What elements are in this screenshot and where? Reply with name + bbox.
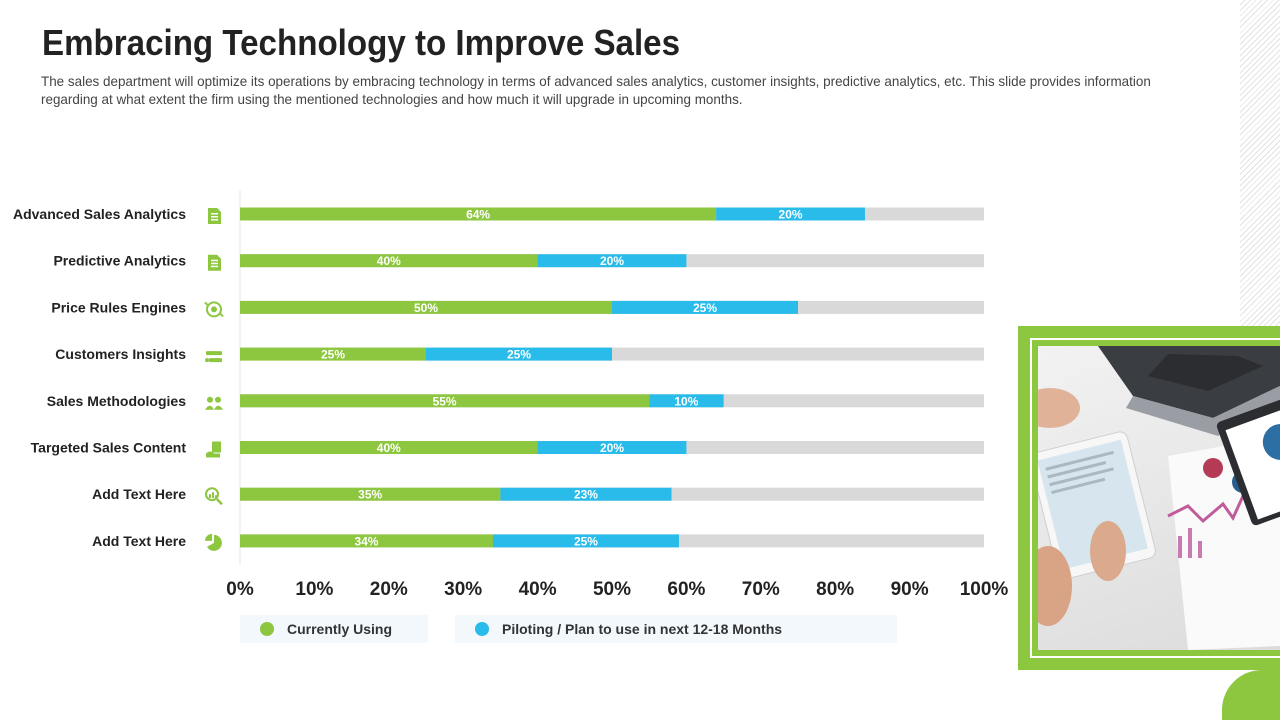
x-tick-label: 40% (519, 579, 557, 600)
page-description: The sales department will optimize its o… (41, 73, 1151, 107)
x-tick-label: 90% (891, 579, 929, 600)
data-label-piloting: 20% (600, 441, 624, 455)
data-label-piloting: 25% (507, 348, 531, 362)
x-tick-label: 20% (370, 579, 408, 600)
bar-current-using (240, 534, 493, 548)
data-label-current: 40% (377, 441, 401, 455)
legend-item-current: Currently Using (240, 615, 428, 643)
team-icon (205, 396, 223, 410)
bar-piloting (649, 394, 724, 408)
data-label-piloting: 20% (779, 208, 803, 222)
data-label-current: 25% (321, 348, 345, 362)
bar-current-using (240, 207, 717, 221)
document-icon (208, 254, 221, 271)
bar-current-using (240, 441, 538, 454)
pie-chart-icon (205, 533, 222, 551)
category-label: Targeted Sales Content (31, 440, 187, 456)
data-label-current: 55% (433, 394, 457, 408)
x-tick-label: 10% (295, 579, 333, 600)
legend-item-piloting: Piloting / Plan to use in next 12-18 Mon… (455, 615, 897, 643)
stacked-bar-chart: Advanced Sales Analytics 64% 20% Predictive… (13, 190, 1009, 600)
x-tick-label: 60% (667, 579, 705, 600)
x-tick-label: 30% (444, 579, 482, 600)
page-title: Embracing Technology to Improve Sales (42, 22, 681, 63)
bar-current-using (240, 487, 501, 501)
corner-decoration (1222, 670, 1280, 720)
document-icon (208, 208, 221, 224)
data-label-piloting: 25% (693, 301, 717, 315)
bar-piloting (500, 487, 672, 501)
x-tick-label: 100% (960, 579, 1009, 600)
x-tick-label: 80% (816, 579, 854, 600)
bar-current-using (240, 347, 426, 361)
photo-business-analytics (1038, 346, 1280, 650)
bar-piloting (612, 300, 798, 314)
data-label-current: 40% (377, 254, 401, 268)
data-label-piloting: 10% (674, 394, 698, 408)
data-label-current: 35% (358, 488, 382, 502)
x-tick-label: 70% (742, 579, 780, 600)
legend-dot-piloting (475, 622, 489, 636)
hatch-decoration (1240, 0, 1280, 326)
category-label: Advanced Sales Analytics (13, 206, 186, 222)
bar-piloting (426, 347, 612, 361)
data-label-current: 50% (414, 301, 438, 315)
magnifier-chart-icon (205, 487, 223, 506)
photo-frame-border (1030, 338, 1280, 658)
bar-current-using (240, 254, 538, 268)
legend-dot-current (260, 622, 274, 636)
legend-label-current: Currently Using (287, 621, 393, 637)
bar-current-using (240, 394, 650, 408)
bar-piloting (537, 254, 687, 268)
chart-svg: Advanced Sales Analytics 64% 20% Predictive… (13, 190, 1009, 600)
x-tick-label: 0% (226, 579, 254, 600)
category-label: Add Text Here (92, 533, 186, 549)
category-label: Customers Insights (55, 346, 186, 362)
content-icon (206, 441, 221, 458)
data-label-piloting: 23% (574, 488, 598, 502)
data-label-current: 64% (466, 208, 490, 222)
bar-piloting (716, 207, 865, 221)
category-label: Add Text Here (92, 486, 186, 502)
category-label: Sales Methodologies (47, 393, 186, 409)
x-tick-label: 50% (593, 579, 631, 600)
data-label-piloting: 20% (600, 254, 624, 268)
bar-piloting (537, 441, 687, 454)
category-label: Price Rules Engines (51, 299, 186, 315)
bar-current-using (240, 300, 612, 314)
data-label-piloting: 25% (574, 534, 598, 548)
insights-icon (205, 351, 222, 363)
bar-piloting (492, 534, 679, 548)
legend-label-piloting: Piloting / Plan to use in next 12-18 Mon… (502, 621, 783, 637)
category-label: Predictive Analytics (53, 253, 186, 269)
data-label-current: 34% (354, 534, 378, 548)
target-icon (204, 301, 224, 318)
